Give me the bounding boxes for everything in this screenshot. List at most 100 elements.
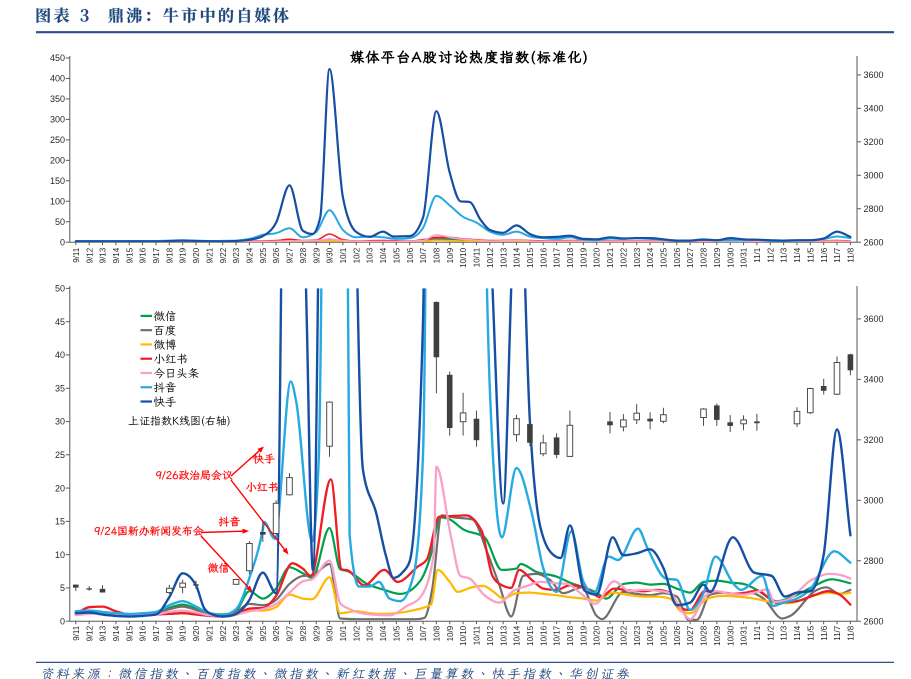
svg-text:10/9: 10/9: [446, 247, 455, 263]
svg-text:9/11: 9/11: [72, 625, 81, 641]
svg-text:40: 40: [55, 350, 65, 360]
svg-text:10/6: 10/6: [406, 625, 415, 641]
svg-text:300: 300: [50, 115, 65, 125]
svg-text:2800: 2800: [864, 204, 884, 214]
svg-text:3000: 3000: [864, 170, 884, 180]
svg-text:9/19: 9/19: [179, 247, 188, 263]
svg-text:45: 45: [55, 317, 65, 327]
svg-text:10/17: 10/17: [553, 247, 562, 268]
svg-text:9/21: 9/21: [205, 625, 214, 641]
svg-text:10/14: 10/14: [513, 625, 522, 646]
svg-text:10/26: 10/26: [673, 247, 682, 268]
svg-text:10/22: 10/22: [619, 625, 628, 646]
svg-text:0: 0: [60, 237, 65, 247]
svg-text:10/5: 10/5: [392, 625, 401, 641]
svg-text:10/16: 10/16: [539, 625, 548, 646]
svg-text:10/1: 10/1: [339, 247, 348, 263]
svg-text:9/26: 9/26: [272, 625, 281, 641]
svg-text:9/27: 9/27: [286, 247, 295, 263]
svg-text:400: 400: [50, 74, 65, 84]
svg-text:9/27: 9/27: [286, 625, 295, 641]
svg-text:10/12: 10/12: [486, 247, 495, 268]
svg-text:10/11: 10/11: [473, 625, 482, 645]
svg-text:10/30: 10/30: [726, 625, 735, 646]
svg-text:11/2: 11/2: [766, 625, 775, 641]
svg-text:10/12: 10/12: [486, 625, 495, 646]
svg-text:10/4: 10/4: [379, 625, 388, 641]
svg-text:10/7: 10/7: [419, 247, 428, 263]
svg-text:11/3: 11/3: [780, 247, 789, 263]
svg-text:10/30: 10/30: [726, 247, 735, 268]
svg-text:10/28: 10/28: [700, 247, 709, 268]
svg-text:35: 35: [55, 383, 65, 393]
svg-text:10/5: 10/5: [392, 247, 401, 263]
svg-text:3400: 3400: [864, 104, 884, 114]
svg-text:10/22: 10/22: [619, 247, 628, 268]
svg-text:10/14: 10/14: [513, 247, 522, 268]
svg-text:10/17: 10/17: [553, 625, 562, 646]
svg-text:100: 100: [50, 196, 65, 206]
svg-text:11/8: 11/8: [846, 247, 855, 263]
svg-text:20: 20: [55, 483, 65, 493]
svg-text:10/24: 10/24: [646, 625, 655, 646]
svg-text:9/14: 9/14: [112, 247, 121, 263]
svg-text:10/15: 10/15: [526, 247, 535, 268]
svg-text:10/11: 10/11: [473, 247, 482, 267]
svg-text:10/27: 10/27: [686, 247, 695, 268]
svg-text:9/17: 9/17: [152, 247, 161, 263]
svg-text:9/18: 9/18: [165, 625, 174, 641]
svg-text:10/25: 10/25: [660, 625, 669, 646]
svg-text:9/12: 9/12: [85, 247, 94, 263]
svg-text:30: 30: [55, 417, 65, 427]
svg-text:3200: 3200: [864, 435, 884, 445]
svg-text:10/19: 10/19: [579, 625, 588, 646]
svg-text:9/13: 9/13: [99, 625, 108, 641]
svg-text:2600: 2600: [864, 237, 884, 247]
svg-text:15: 15: [55, 517, 65, 527]
svg-text:9/16: 9/16: [139, 247, 148, 263]
svg-text:10: 10: [55, 550, 65, 560]
svg-text:10/21: 10/21: [606, 247, 615, 268]
svg-text:9/24: 9/24: [246, 625, 255, 641]
svg-text:9/23: 9/23: [232, 247, 241, 263]
svg-text:11/5: 11/5: [806, 247, 815, 263]
svg-text:10/29: 10/29: [713, 625, 722, 646]
svg-text:9/19: 9/19: [179, 625, 188, 641]
svg-text:0: 0: [60, 616, 65, 626]
svg-text:9/15: 9/15: [125, 625, 134, 641]
svg-text:11/1: 11/1: [753, 625, 762, 641]
svg-text:150: 150: [50, 176, 65, 186]
svg-text:9/29: 9/29: [312, 625, 321, 641]
svg-text:9/26: 9/26: [272, 247, 281, 263]
svg-text:10/9: 10/9: [446, 625, 455, 641]
svg-text:11/1: 11/1: [753, 247, 762, 263]
svg-text:10/21: 10/21: [606, 625, 615, 646]
svg-text:5: 5: [60, 583, 65, 593]
svg-text:10/13: 10/13: [499, 247, 508, 268]
svg-text:10/20: 10/20: [593, 247, 602, 268]
svg-text:250: 250: [50, 135, 65, 145]
svg-text:10/18: 10/18: [566, 625, 575, 646]
svg-text:10/10: 10/10: [459, 247, 468, 268]
svg-text:10/4: 10/4: [379, 247, 388, 263]
svg-text:9/30: 9/30: [326, 625, 335, 641]
svg-text:25: 25: [55, 450, 65, 460]
svg-text:11/7: 11/7: [833, 247, 842, 263]
svg-text:200: 200: [50, 156, 65, 166]
svg-text:9/29: 9/29: [312, 247, 321, 263]
svg-text:9/20: 9/20: [192, 625, 201, 641]
svg-text:9/25: 9/25: [259, 625, 268, 641]
svg-text:3600: 3600: [864, 314, 884, 324]
svg-text:11/8: 11/8: [846, 625, 855, 641]
svg-text:10/31: 10/31: [740, 625, 749, 646]
svg-text:10/20: 10/20: [593, 625, 602, 646]
svg-text:9/14: 9/14: [112, 625, 121, 641]
svg-text:10/27: 10/27: [686, 625, 695, 646]
svg-text:10/23: 10/23: [633, 247, 642, 268]
svg-text:11/3: 11/3: [780, 625, 789, 641]
svg-text:10/28: 10/28: [700, 625, 709, 646]
svg-text:10/24: 10/24: [646, 247, 655, 268]
svg-text:9/28: 9/28: [299, 247, 308, 263]
svg-text:10/23: 10/23: [633, 625, 642, 646]
svg-text:10/3: 10/3: [366, 247, 375, 263]
